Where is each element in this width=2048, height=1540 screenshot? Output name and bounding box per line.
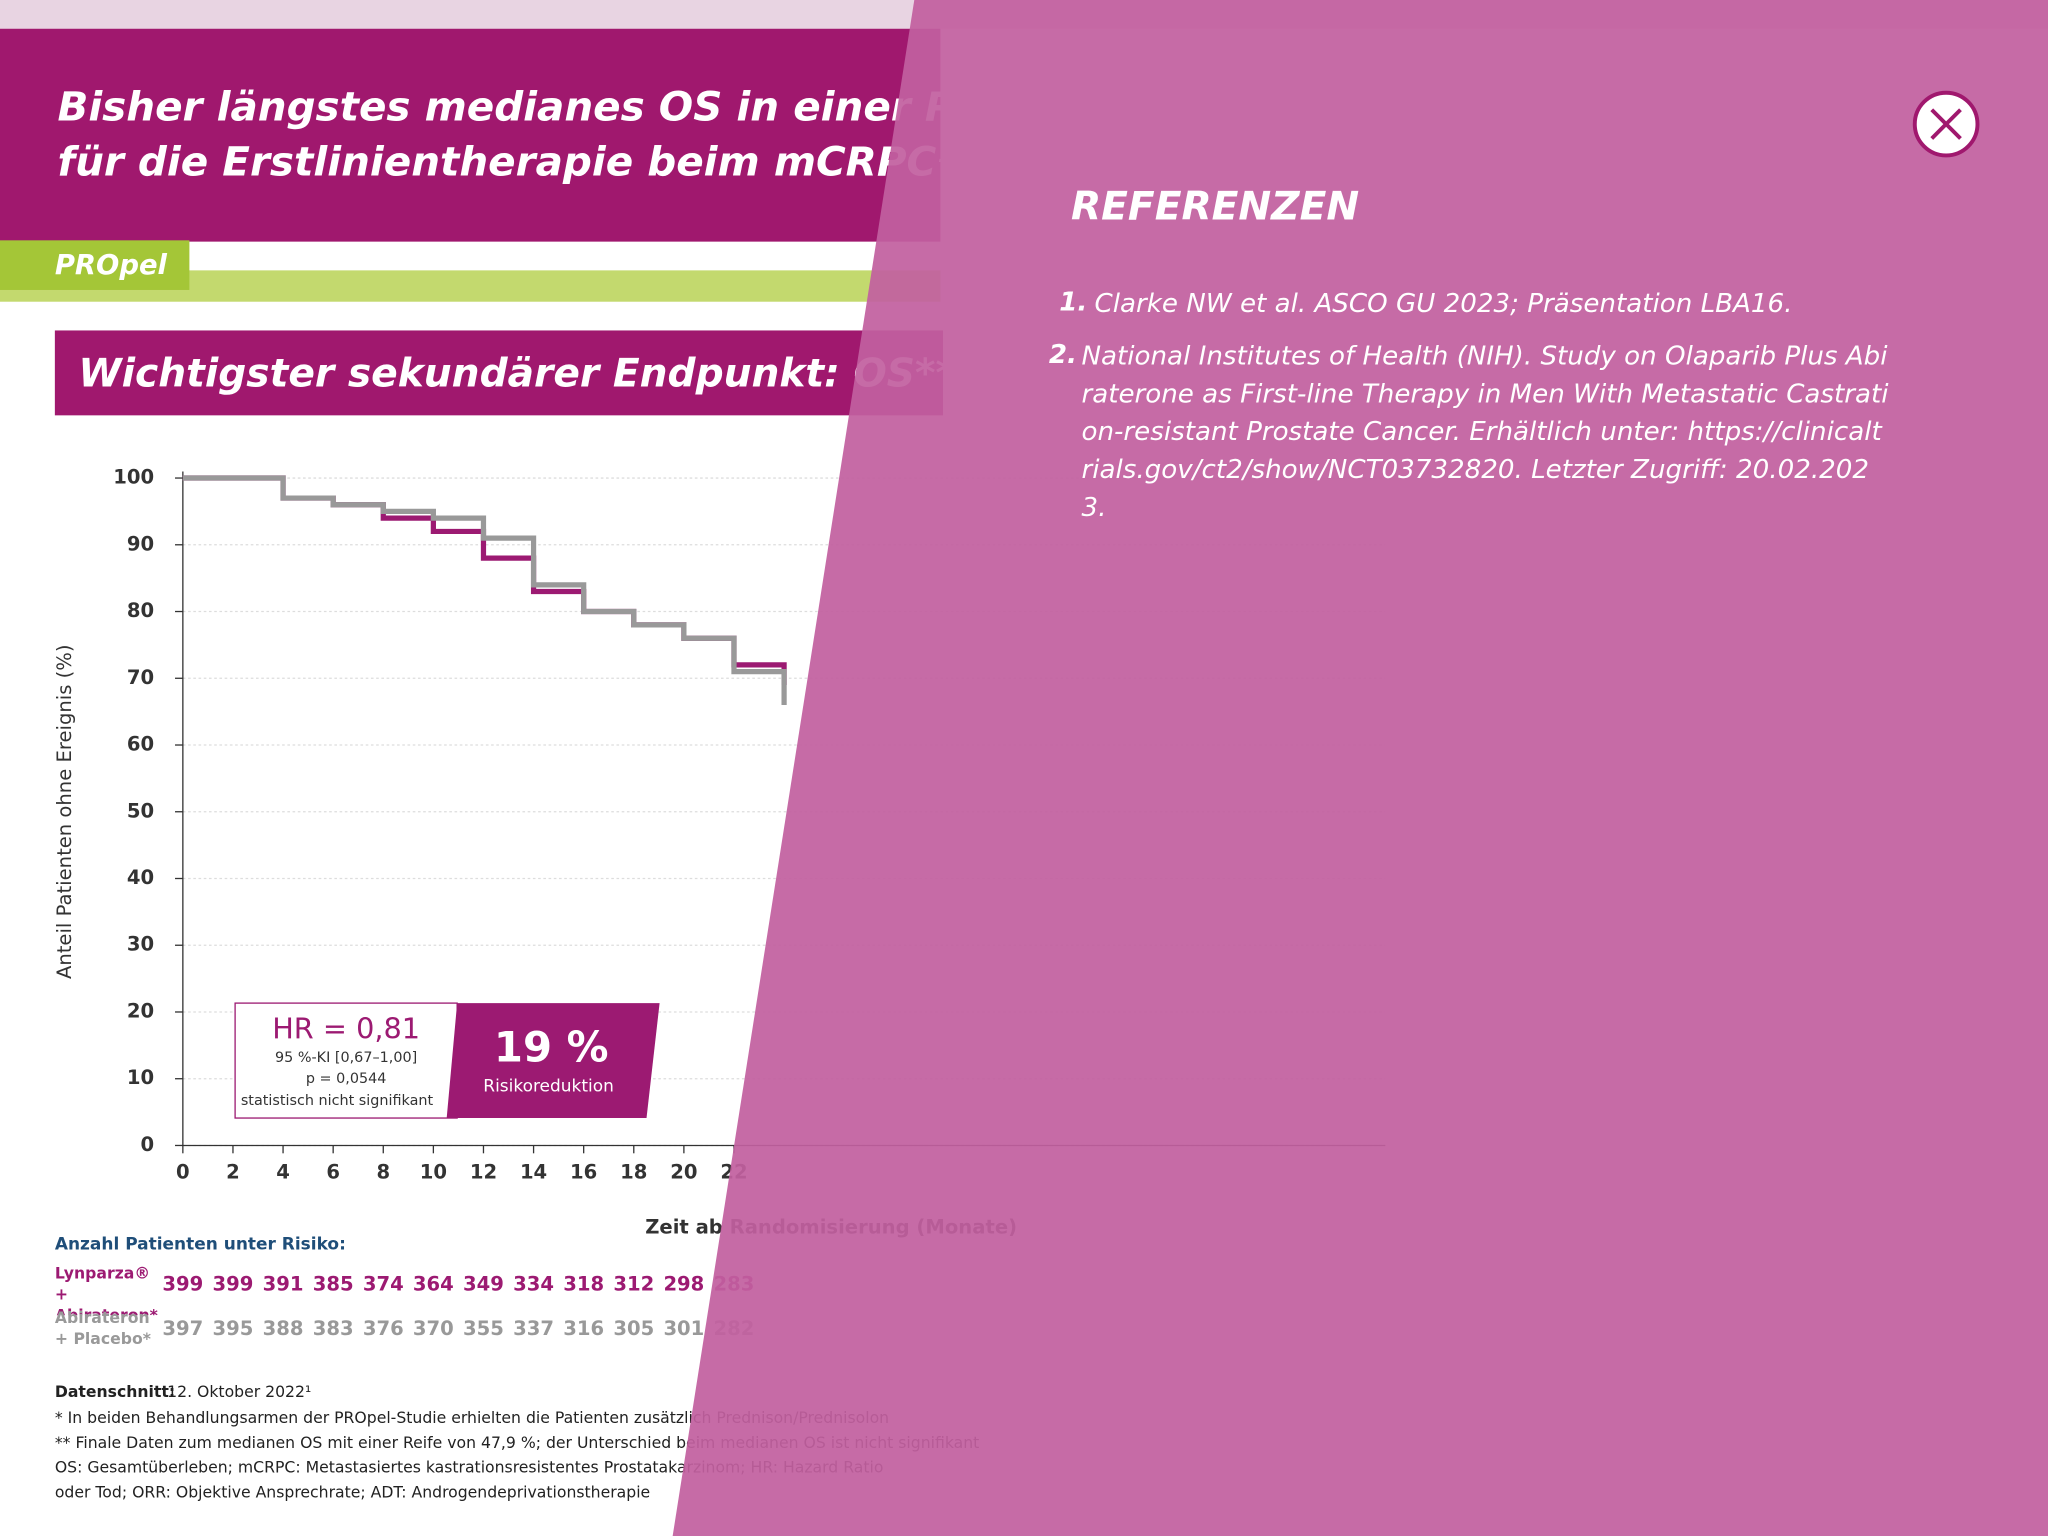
title-bar — [0, 28, 941, 242]
y-tick-label: 20 — [127, 999, 154, 1022]
x-tick-label: 4 — [276, 1160, 290, 1183]
x-tick-label: 2 — [226, 1160, 240, 1183]
risk-value: 370 — [413, 1317, 454, 1340]
title-line: für die Erstlinientherapie beim mCRPC¹ — [57, 138, 953, 186]
risk-title: Anzahl Patienten unter Risiko: — [55, 1235, 346, 1255]
y-tick-label: 70 — [127, 666, 154, 689]
study-tab — [0, 240, 190, 290]
risk-value: 383 — [313, 1317, 354, 1340]
footnote: * In beiden Behandlungsarmen der PROpel-… — [55, 1408, 889, 1427]
risk-value: 385 — [313, 1273, 354, 1296]
subtitle-bar — [54, 330, 944, 416]
ref-text-box: National Institutes of Health (NIH). Stu… — [1081, 339, 1889, 523]
risk-row-label: Lynparza® + Abirateron* — [54, 1264, 158, 1315]
y-tick-label: 80 — [127, 599, 154, 622]
x-tick-label: 20 — [670, 1160, 697, 1183]
risk-value: 337 — [513, 1317, 554, 1340]
study-name: PROpel — [55, 250, 168, 281]
close-button[interactable] — [1912, 90, 1980, 158]
y-tick-label: 60 — [127, 733, 154, 756]
reduction-label: Risikoreduktion — [483, 1077, 614, 1097]
risk-value: 391 — [263, 1273, 304, 1296]
subtitle: Wichtigster sekundärer Endpunkt: OS** — [78, 352, 956, 397]
risk-value: 388 — [263, 1317, 304, 1340]
km-curve — [182, 475, 787, 685]
risk-row-label-box: Lynparza® + Abirateron* — [54, 1264, 158, 1315]
risk-value: 312 — [613, 1273, 654, 1296]
reduction: 19 % — [494, 1023, 609, 1072]
x-tick-label: 14 — [520, 1160, 547, 1183]
ref-text: National Institutes of Health (NIH). Stu… — [1081, 339, 1889, 523]
x-tick-label: 16 — [570, 1160, 597, 1183]
ref-text: Clarke NW et al. ASCO GU 2023; Präsentat… — [1094, 287, 1793, 319]
risk-value: 374 — [363, 1273, 404, 1296]
y-tick-label: 50 — [127, 799, 154, 822]
x-tick-label: 18 — [620, 1160, 647, 1183]
risk-value: 349 — [463, 1273, 504, 1296]
y-tick-label: 10 — [127, 1066, 154, 1089]
cut-date: 12. Oktober 2022¹ — [167, 1382, 311, 1401]
ref-number: 2. — [1049, 340, 1077, 370]
reduction-box — [446, 1003, 660, 1119]
risk-row-label-box: Abirateron + Placebo* — [54, 1308, 151, 1348]
x-tick-label: 8 — [376, 1160, 390, 1183]
risk-value: 364 — [413, 1273, 454, 1296]
x-tick-label: 0 — [176, 1160, 190, 1183]
y-tick-label: 30 — [127, 933, 154, 956]
references: 1. Clarke NW et al. ASCO GU 2023; Präsent… — [1049, 287, 1889, 523]
footnote: oder Tod; ORR: Objektive Ansprechrate; A… — [55, 1482, 650, 1501]
risk-value: 298 — [663, 1273, 704, 1296]
x-tick-label: 12 — [470, 1160, 497, 1183]
y-tick-label: 0 — [140, 1133, 154, 1156]
hr-sig: statistisch nicht signifikant — [241, 1093, 434, 1109]
risk-value: 305 — [613, 1317, 654, 1340]
overlay-panel — [672, 0, 2048, 1536]
risk-value: 318 — [563, 1273, 604, 1296]
references-title: REFERENZEN — [1071, 184, 1359, 229]
footnote: OS: Gesamtüberleben; mCRPC: Metastasiert… — [55, 1458, 884, 1477]
x-tick-label: 10 — [420, 1160, 447, 1183]
risk-row-label: Abirateron + Placebo* — [54, 1308, 151, 1348]
km-curve — [182, 475, 787, 705]
risk-value: 399 — [162, 1273, 203, 1296]
x-tick-label: 6 — [326, 1160, 340, 1183]
risk-value: 334 — [513, 1273, 554, 1296]
risk-value: 301 — [663, 1317, 704, 1340]
risk-value: 399 — [213, 1273, 254, 1296]
hr-box — [234, 1002, 458, 1119]
y-tick-label: 40 — [127, 866, 154, 889]
risk-value: 376 — [363, 1317, 404, 1340]
cut-label: Datenschnitt: — [55, 1382, 175, 1401]
y-tick-label: 100 — [113, 466, 154, 489]
hr-p: p = 0,0544 — [306, 1071, 387, 1087]
hr-ci: 95 %-KI [0,67–1,00] — [275, 1050, 417, 1066]
y-tick-label: 90 — [127, 532, 154, 555]
risk-value: 395 — [213, 1317, 254, 1340]
risk-value: 355 — [463, 1317, 504, 1340]
ref-text-box: Clarke NW et al. ASCO GU 2023; Präsentat… — [1094, 287, 1793, 319]
ref-number: 1. — [1059, 288, 1087, 318]
hr: HR = 0,81 — [272, 1012, 420, 1046]
close-icon[interactable] — [1930, 108, 1962, 140]
y-axis-label: Anteil Patienten ohne Ereignis (%) — [53, 644, 76, 979]
risk-value: 397 — [162, 1317, 203, 1340]
risk-value: 316 — [563, 1317, 604, 1340]
